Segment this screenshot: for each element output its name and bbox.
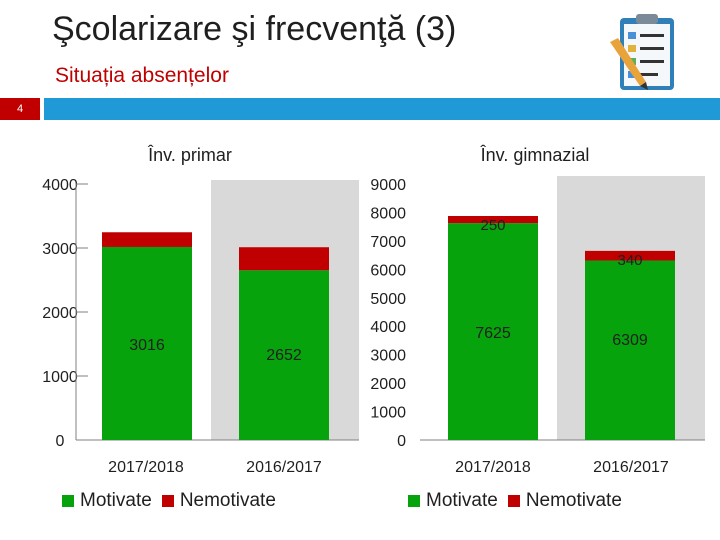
header-accent-bar xyxy=(44,98,720,120)
y-tick-label: 0 xyxy=(56,433,65,450)
bar-nemotivate-1 xyxy=(448,216,538,224)
chart-gimnazial: Înv. gimnazial 0 1000 2000 3000 4000 5000 6000… xyxy=(370,145,705,476)
y-tick-label: 8000 xyxy=(370,205,406,222)
bar-nemotivate-1 xyxy=(102,232,192,247)
legend-label-motivate: Motivate xyxy=(80,490,152,511)
legend-swatch-nemotivate xyxy=(507,495,520,507)
bar-motivate-1 xyxy=(448,223,538,440)
chart-primar-title: Înv. primar xyxy=(147,145,232,165)
y-tick-label: 1000 xyxy=(42,369,78,386)
chart-primar-legend: Motivate Nemotivate xyxy=(62,490,286,512)
legend-item-motivate: Motivate xyxy=(408,490,498,512)
slide-number: 4 xyxy=(0,98,40,120)
bar-motivate-2 xyxy=(239,270,329,440)
y-tick-label: 3000 xyxy=(42,241,78,258)
data-label-motivate: 6309 xyxy=(612,332,648,349)
bar-motivate-1 xyxy=(102,246,192,440)
chart-gimnazial-title: Înv. gimnazial xyxy=(480,145,590,165)
legend-swatch-nemotivate xyxy=(161,495,174,507)
legend-item-nemotivate: Nemotivate xyxy=(161,490,276,512)
y-tick-label: 7000 xyxy=(370,234,406,251)
y-tick-label: 9000 xyxy=(370,177,406,194)
legend-item-nemotivate: Nemotivate xyxy=(507,490,622,512)
y-tick-label: 1000 xyxy=(370,405,406,422)
legend-swatch-motivate xyxy=(62,495,74,507)
y-tick-label: 6000 xyxy=(370,262,406,279)
data-label-motivate: 2652 xyxy=(266,347,302,364)
chart-primar-category-1: 2017/2018 xyxy=(108,459,184,476)
legend-label-motivate: Motivate xyxy=(426,490,498,511)
chart-gimnazial-y-axis: 0 1000 2000 3000 4000 5000 6000 7000 8000 9000 xyxy=(370,177,406,450)
bar-nemotivate-2 xyxy=(585,250,675,261)
data-label-motivate: 3016 xyxy=(129,337,165,354)
chart-primar-bars xyxy=(102,232,329,440)
data-label-motivate: 7625 xyxy=(475,325,511,342)
y-tick-label: 4000 xyxy=(370,319,406,336)
legend-label-nemotivate: Nemotivate xyxy=(179,490,276,511)
y-tick-label: 2000 xyxy=(42,305,78,322)
legend-swatch-motivate xyxy=(408,495,420,507)
page-title: Şcolarizare şi frecvenţă (3) xyxy=(52,10,457,48)
y-tick-label: 3000 xyxy=(370,348,406,365)
y-tick-label: 0 xyxy=(397,433,406,450)
data-label-nemotivate: 250 xyxy=(480,217,505,234)
bar-nemotivate-2 xyxy=(239,247,329,271)
page-subtitle: Situația absențelor xyxy=(55,64,229,87)
chart-gimnazial-data-labels: 7625 250 6309 340 xyxy=(475,217,648,349)
chart-gimnazial-category-1: 2017/2018 xyxy=(455,459,531,476)
chart-primar-category-2: 2016/2017 xyxy=(246,459,322,476)
chart-gimnazial-legend: Motivate Nemotivate xyxy=(408,490,632,512)
chart-primar-data-labels: 3016 2652 xyxy=(129,337,302,364)
data-label-nemotivate: 340 xyxy=(617,252,642,269)
chart-gimnazial-category-2: 2016/2017 xyxy=(593,459,669,476)
chart-primar: Înv. primar 0 1000 2000 3000 4000 3016 2652 2… xyxy=(42,145,359,476)
chart-primar-y-axis: 0 1000 2000 3000 4000 xyxy=(42,177,88,450)
clipboard-checklist-icon xyxy=(610,14,674,90)
chart-gimnazial-bars xyxy=(448,216,675,440)
legend-item-motivate: Motivate xyxy=(62,490,152,512)
y-tick-label: 5000 xyxy=(370,291,406,308)
bar-motivate-2 xyxy=(585,260,675,440)
y-tick-label: 2000 xyxy=(370,376,406,393)
y-tick-label: 4000 xyxy=(42,177,78,194)
legend-label-nemotivate: Nemotivate xyxy=(525,490,622,511)
